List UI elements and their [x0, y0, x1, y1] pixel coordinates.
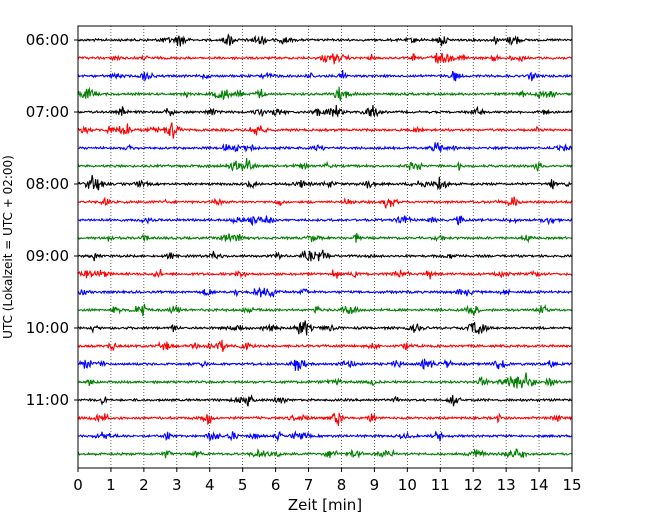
x-tick-label: 9: [370, 476, 380, 494]
x-tick-label: 5: [238, 476, 248, 494]
trace-line: [77, 157, 573, 172]
y-tick-label: 07:00: [26, 103, 69, 121]
trace-line: [77, 393, 573, 407]
y-tick-label: 11:00: [26, 391, 69, 409]
x-tick-label: 7: [304, 476, 314, 494]
y-tick-label: 09:00: [26, 247, 69, 265]
trace-line: [77, 286, 573, 298]
x-tick-label: 8: [337, 476, 347, 494]
x-tick-label: 3: [172, 476, 182, 494]
trace-line: [77, 303, 573, 317]
x-axis-label: Zeit [min]: [288, 496, 362, 514]
x-tick-label: 0: [73, 476, 83, 494]
x-tick-label: 15: [562, 476, 581, 494]
trace-line: [77, 196, 573, 209]
plot-frame: [77, 25, 573, 469]
y-axis-ticks: 06:00 07:00 08:00 09:00 10:00 11:00: [26, 31, 78, 409]
grid-lines: [110, 26, 540, 468]
trace-line: [77, 358, 573, 371]
x-tick-label: 1: [106, 476, 116, 494]
trace-line: [77, 86, 573, 101]
x-tick-label: 2: [139, 476, 149, 494]
x-axis-ticks: 0 1 2 3 4 5 6 7 8 9 10 11 12 13 14 15: [73, 468, 582, 494]
y-axis-label: UTC (Lokalzeit = UTC + 02:00): [1, 155, 15, 339]
x-tick-label: 11: [431, 476, 450, 494]
trace-line: [77, 339, 573, 352]
trace-line: [77, 33, 573, 47]
x-tick-label: 12: [464, 476, 483, 494]
trace-line: [77, 69, 573, 83]
x-tick-label: 6: [271, 476, 281, 494]
trace-line: [77, 320, 573, 336]
x-tick-label: 14: [530, 476, 549, 494]
y-tick-label: 06:00: [26, 31, 69, 49]
trace-line: [77, 104, 573, 118]
trace-line: [77, 372, 573, 389]
x-tick-label: 4: [205, 476, 215, 494]
trace-line: [77, 447, 573, 459]
seismic-traces: [77, 33, 573, 459]
trace-line: [77, 175, 573, 191]
y-tick-label: 10:00: [26, 319, 69, 337]
x-tick-label: 10: [398, 476, 417, 494]
trace-line: [77, 215, 573, 227]
trace-line: [77, 52, 573, 65]
trace-line: [77, 269, 573, 280]
trace-line: [77, 430, 573, 443]
trace-line: [77, 249, 573, 262]
trace-line: [77, 233, 573, 244]
y-tick-label: 08:00: [26, 175, 69, 193]
x-tick-label: 13: [497, 476, 516, 494]
trace-line: [77, 412, 573, 426]
trace-line: [77, 141, 573, 153]
trace-line: [77, 122, 573, 139]
